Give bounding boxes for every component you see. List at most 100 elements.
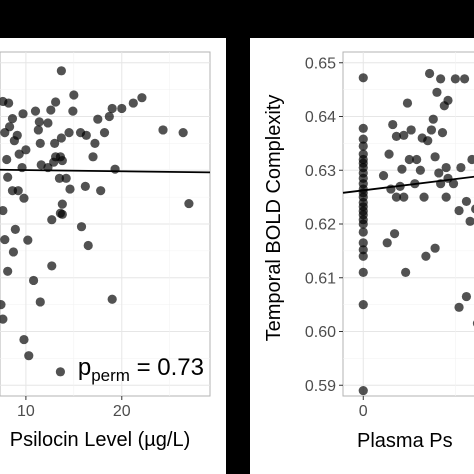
right-data-point bbox=[459, 74, 470, 84]
right-data-point bbox=[471, 204, 474, 214]
right-data-point bbox=[448, 179, 459, 189]
left-data-point bbox=[56, 66, 66, 76]
right-data-point bbox=[404, 154, 414, 165]
left-data-point bbox=[57, 199, 67, 209]
left-data-point bbox=[57, 155, 67, 166]
left-data-point bbox=[61, 173, 71, 183]
right-data-point bbox=[430, 243, 440, 253]
left-data-point bbox=[0, 96, 8, 107]
left-data-point bbox=[81, 130, 91, 140]
right-data-point bbox=[358, 141, 368, 151]
right-data-point bbox=[399, 192, 409, 202]
left-data-point bbox=[8, 247, 19, 257]
right-panel: 010 0.59 0.60 0.61 0.62 0.63 0.64 0.65 Plasma … bbox=[250, 38, 474, 474]
right-data-point bbox=[386, 184, 396, 194]
left-data-point bbox=[107, 103, 117, 114]
left-data-point bbox=[21, 145, 31, 155]
right-x-axis-label: Plasma Ps bbox=[357, 430, 453, 452]
right-y-tick-label: 0.60 bbox=[305, 324, 336, 341]
right-data-point bbox=[382, 238, 392, 248]
left-x-axis-label: Psilocin Level (µg/L) bbox=[10, 429, 191, 451]
p-value-text: = 0.73 bbox=[130, 354, 204, 381]
left-data-point bbox=[51, 97, 61, 107]
left-data-point bbox=[0, 205, 8, 216]
left-data-point bbox=[47, 215, 57, 225]
perm-subscript: perm bbox=[91, 366, 130, 385]
left-data-point bbox=[158, 125, 168, 135]
left-data-point bbox=[64, 128, 74, 138]
left-data-point bbox=[9, 136, 19, 146]
left-data-point bbox=[55, 208, 66, 218]
left-data-point bbox=[80, 181, 90, 191]
right-y-tick-label: 0.65 bbox=[305, 55, 336, 72]
left-data-point bbox=[0, 128, 10, 138]
left-x-tick-label: 10 bbox=[17, 403, 35, 420]
left-data-point bbox=[107, 294, 117, 304]
right-data-point bbox=[358, 123, 368, 133]
right-data-point bbox=[395, 181, 405, 191]
right-y-ticks: 0.59 0.60 0.61 0.62 0.63 0.64 0.65 bbox=[305, 55, 343, 395]
right-data-point bbox=[412, 154, 422, 165]
left-panel: 10 20 Psilocin Level (µg/L) pperm = 0.73 bbox=[0, 38, 226, 474]
right-data-point bbox=[389, 229, 400, 239]
right-data-point bbox=[428, 114, 438, 124]
left-data-point bbox=[47, 261, 57, 271]
left-data-point bbox=[99, 128, 110, 138]
left-data-point bbox=[0, 300, 6, 310]
left-data-point bbox=[128, 98, 138, 108]
right-data-point bbox=[358, 219, 368, 229]
right-data-point bbox=[436, 179, 446, 189]
right-data-point bbox=[402, 98, 413, 108]
left-data-points bbox=[0, 66, 194, 377]
left-data-point bbox=[33, 125, 43, 135]
left-data-point bbox=[36, 160, 46, 170]
right-data-point bbox=[419, 192, 429, 202]
right-data-point bbox=[437, 128, 448, 138]
right-data-point bbox=[391, 131, 402, 141]
left-data-point bbox=[35, 297, 45, 307]
left-data-point bbox=[50, 138, 60, 148]
left-trend-line bbox=[0, 168, 211, 174]
left-data-point bbox=[178, 128, 188, 138]
left-data-point bbox=[93, 114, 103, 124]
right-y-tick-label: 0.62 bbox=[305, 217, 336, 234]
right-data-point bbox=[456, 162, 466, 173]
left-data-point bbox=[2, 154, 12, 165]
right-data-points bbox=[358, 68, 474, 396]
right-data-point bbox=[434, 168, 444, 178]
p-perm-annotation: pperm = 0.73 bbox=[78, 354, 204, 385]
left-data-point bbox=[35, 138, 45, 148]
right-data-point bbox=[454, 205, 464, 216]
left-data-point bbox=[19, 334, 29, 345]
left-data-point bbox=[83, 240, 93, 251]
right-data-point bbox=[461, 291, 472, 302]
left-x-ticks: 10 20 bbox=[17, 396, 131, 420]
left-data-point bbox=[0, 314, 8, 324]
right-y-tick-label: 0.61 bbox=[305, 270, 336, 287]
left-x-tick-label: 20 bbox=[113, 403, 131, 420]
right-y-tick-label: 0.59 bbox=[305, 378, 336, 395]
right-data-point bbox=[401, 267, 411, 277]
left-data-point bbox=[19, 193, 29, 203]
left-data-point bbox=[110, 164, 120, 174]
right-y-tick-label: 0.63 bbox=[305, 163, 336, 180]
right-data-point bbox=[399, 130, 409, 140]
right-data-point bbox=[454, 302, 464, 312]
left-data-point bbox=[137, 93, 147, 103]
right-data-point bbox=[430, 152, 440, 162]
left-data-point bbox=[10, 224, 20, 234]
right-y-tick-label: 0.64 bbox=[305, 109, 336, 126]
left-data-point bbox=[54, 173, 65, 183]
right-data-point bbox=[358, 251, 368, 261]
left-data-point bbox=[68, 106, 78, 116]
right-data-point bbox=[358, 238, 368, 248]
right-data-point bbox=[426, 125, 437, 135]
right-data-point bbox=[358, 267, 368, 277]
left-data-point bbox=[28, 275, 39, 286]
right-data-point bbox=[432, 87, 442, 97]
left-data-point bbox=[34, 117, 44, 127]
left-data-point bbox=[43, 118, 53, 128]
left-data-point bbox=[0, 234, 10, 245]
right-data-point bbox=[443, 95, 453, 105]
